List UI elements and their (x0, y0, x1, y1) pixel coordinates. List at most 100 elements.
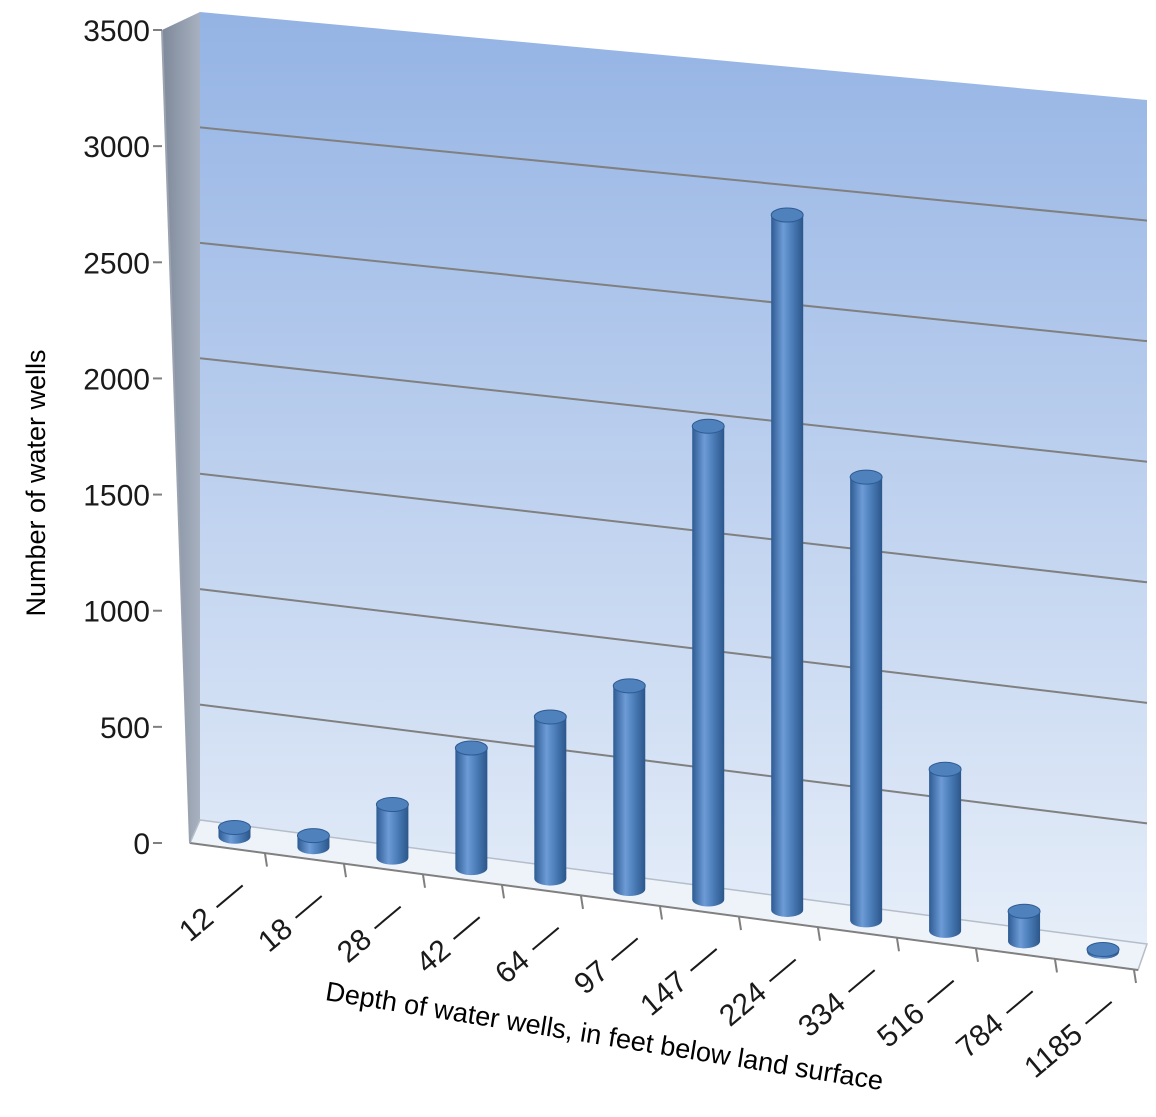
x-tick-dash (1084, 1001, 1113, 1025)
bars (217, 207, 1120, 959)
x-tick-mark (659, 906, 663, 920)
y-tick-label: 1500 (83, 480, 150, 513)
x-tick-dash (215, 884, 244, 909)
bar (612, 678, 646, 897)
x-tick-dash (847, 969, 876, 993)
x-tick-dash (768, 958, 797, 983)
bar-top (928, 761, 962, 777)
x-tick-dash (1005, 990, 1034, 1014)
bar-top (612, 678, 646, 694)
x-tick-label: 224 (713, 976, 773, 1033)
bar-top (1007, 903, 1041, 919)
bar-top (454, 740, 488, 756)
bar (375, 797, 409, 865)
x-tick-dash (373, 905, 402, 930)
bar (217, 819, 251, 844)
bar-body (692, 426, 725, 907)
bar (849, 469, 883, 928)
x-tick: 97 (568, 937, 639, 1001)
bar-body (771, 215, 804, 917)
y-tick-label: 0 (133, 828, 150, 861)
x-tick-mark (422, 874, 426, 888)
x-tick-dash (531, 927, 560, 951)
x-tick-dash (610, 937, 639, 961)
x-tick-dash (452, 916, 481, 940)
y-axis-ticks: 0 500 1000 1500 2000 2500 3000 3500 (83, 15, 162, 861)
bar (1007, 903, 1041, 949)
x-tick-label: 12 (173, 901, 220, 948)
x-tick: 1185 (1018, 1001, 1113, 1085)
bar-body (929, 769, 962, 938)
y-tick-label: 3000 (83, 131, 150, 164)
x-tick-label: 64 (489, 944, 536, 991)
back-wall-face (200, 12, 1147, 944)
x-tick-label: 97 (568, 954, 615, 1001)
bar (1086, 941, 1120, 959)
x-axis-line (189, 842, 1139, 971)
y-axis-line (161, 29, 191, 844)
x-tick-mark (738, 916, 742, 931)
x-tick-mark (580, 895, 584, 910)
x-tick-label: 334 (792, 986, 852, 1043)
gridline (199, 703, 1148, 825)
x-axis-title: Depth of water wells, in feet below land… (324, 976, 886, 1096)
bar-body (376, 804, 409, 865)
x-tick-mark (975, 948, 979, 962)
bar-body (534, 716, 567, 886)
x-tick-label: 42 (410, 933, 457, 980)
x-tick-mark (896, 938, 900, 952)
x-tick-dash (689, 948, 718, 972)
bar (691, 418, 725, 907)
bar (533, 709, 567, 886)
bar-body (455, 748, 488, 876)
x-tick: 42 (410, 916, 481, 980)
bar (296, 828, 330, 855)
bar-top (691, 418, 725, 434)
bar (770, 207, 804, 917)
y-tick-label: 2500 (83, 247, 150, 280)
x-tick-label: 28 (331, 923, 378, 970)
bar (454, 740, 488, 876)
x-tick-label: 784 (950, 1007, 1010, 1064)
gridlines (199, 126, 1148, 825)
x-tick-mark (1054, 959, 1058, 973)
gridline (199, 126, 1148, 222)
y-tick-label: 1000 (83, 596, 150, 629)
x-tick-label: 516 (871, 997, 931, 1054)
gridline (199, 357, 1148, 463)
x-tick-label: 147 (634, 965, 694, 1022)
chart-floor (161, 29, 1149, 971)
x-tick: 18 (252, 895, 323, 959)
bar-top (1086, 941, 1120, 957)
gridline (199, 588, 1148, 704)
x-tick-mark (817, 927, 821, 941)
y-tick-label: 2000 (83, 363, 150, 396)
bar-body (613, 685, 646, 897)
gridline (199, 472, 1148, 584)
x-tick: 28 (331, 905, 402, 970)
bar-top (770, 207, 804, 223)
x-tick-dash (294, 895, 323, 919)
bar-top (375, 797, 409, 813)
x-tick: 12 (173, 884, 244, 948)
x-tick-mark (501, 885, 505, 899)
x-tick-label: 1185 (1018, 1018, 1089, 1085)
y-axis-title: Number of water wells (21, 349, 51, 616)
bar-top (217, 819, 251, 835)
y-tick-label: 3500 (83, 15, 150, 48)
chart-back-wall (162, 12, 1147, 944)
x-tick-mark (343, 864, 347, 878)
side-wall-face (162, 12, 200, 843)
x-tick-mark (264, 853, 268, 867)
bar-top (296, 828, 330, 844)
x-tick-mark (1133, 969, 1137, 984)
bar-body (1008, 911, 1041, 949)
x-tick-dash (926, 979, 955, 1004)
bar (928, 761, 962, 938)
bar-top (533, 709, 567, 725)
gridline (199, 241, 1148, 343)
bar-body (850, 477, 883, 928)
x-tick: 64 (489, 927, 560, 991)
bar-top (849, 469, 883, 485)
